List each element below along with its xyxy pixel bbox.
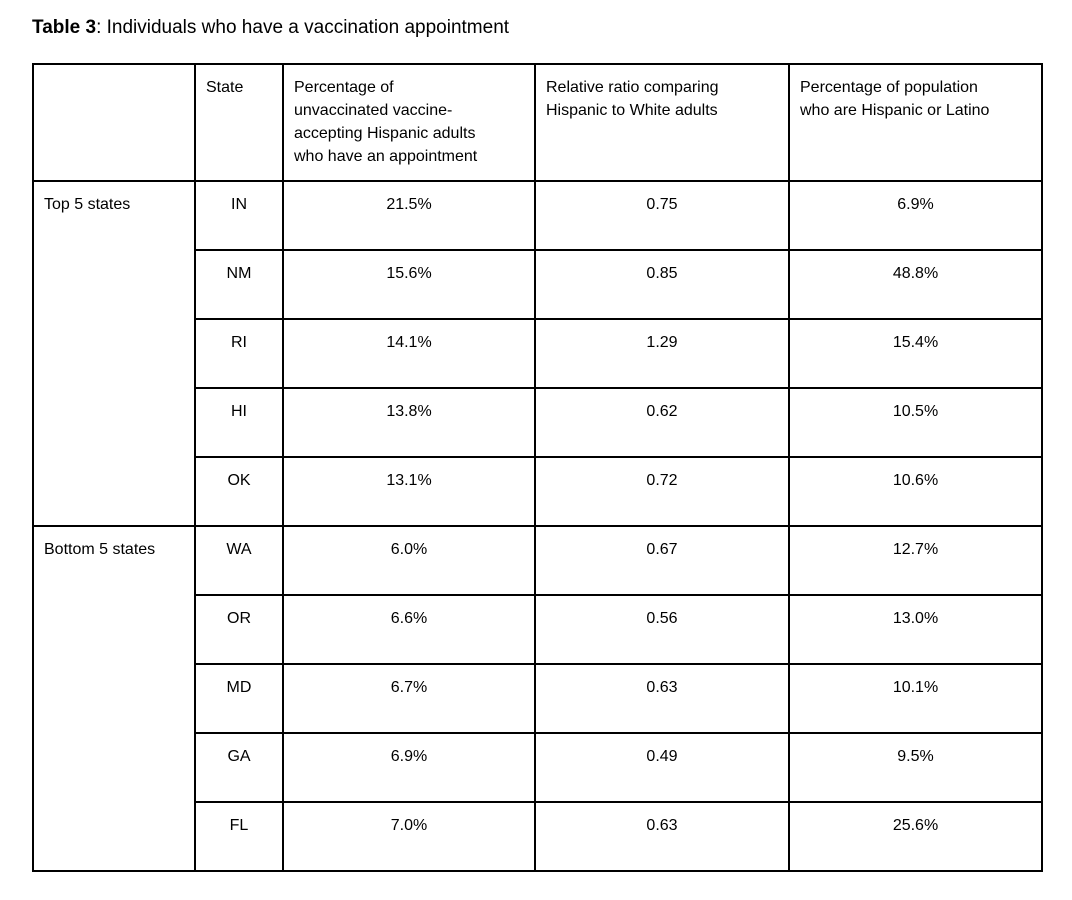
row-group-label: Top 5 states bbox=[32, 180, 196, 527]
pct-population-cell: 25.6% bbox=[788, 801, 1043, 872]
relative-ratio-cell: 0.56 bbox=[534, 594, 790, 665]
pct-population-cell: 48.8% bbox=[788, 249, 1043, 320]
pct-appointment-cell: 6.7% bbox=[282, 663, 536, 734]
pct-appointment-cell: 6.0% bbox=[282, 525, 536, 596]
pct-population-cell: 10.5% bbox=[788, 387, 1043, 458]
pct-appointment-cell: 13.1% bbox=[282, 456, 536, 527]
pct-population-column-header: Percentage of population who are Hispani… bbox=[788, 63, 1043, 182]
relative-ratio-cell: 0.85 bbox=[534, 249, 790, 320]
state-column-header: State bbox=[194, 63, 284, 182]
relative-ratio-cell: 0.62 bbox=[534, 387, 790, 458]
row-group-label: Bottom 5 states bbox=[32, 525, 196, 872]
state-cell: HI bbox=[194, 387, 284, 458]
pct-appointment-cell: 6.6% bbox=[282, 594, 536, 665]
state-cell: RI bbox=[194, 318, 284, 389]
pct-appointment-cell: 13.8% bbox=[282, 387, 536, 458]
table-row: RI 14.1% 1.29 15.4% bbox=[33, 318, 1043, 389]
table-body: Top 5 states IN 21.5% 0.75 6.9% NM 15.6% 0.85 48… bbox=[32, 180, 1043, 872]
pct-population-cell: 15.4% bbox=[788, 318, 1043, 389]
state-cell: GA bbox=[194, 732, 284, 803]
state-cell: MD bbox=[194, 663, 284, 734]
pct-appointment-cell: 21.5% bbox=[282, 180, 536, 251]
pct-appointment-cell: 6.9% bbox=[282, 732, 536, 803]
relative-ratio-cell: 1.29 bbox=[534, 318, 790, 389]
relative-ratio-column-header-label: Relative ratio comparing Hispanic to Whi… bbox=[546, 79, 719, 119]
state-cell: IN bbox=[194, 180, 284, 251]
state-cell: FL bbox=[194, 801, 284, 872]
table-header: State Percentage of unvaccinated vaccine-… bbox=[32, 63, 1043, 182]
relative-ratio-cell: 0.63 bbox=[534, 663, 790, 734]
pct-population-column-header-label: Percentage of population who are Hispani… bbox=[800, 79, 990, 119]
pct-population-cell: 6.9% bbox=[788, 180, 1043, 251]
corner-header-cell bbox=[32, 63, 196, 182]
pct-appointment-column-header: Percentage of unvaccinated vaccine-accep… bbox=[282, 63, 536, 182]
relative-ratio-cell: 0.63 bbox=[534, 801, 790, 872]
header-row: State Percentage of unvaccinated vaccine-… bbox=[32, 63, 1043, 182]
relative-ratio-column-header: Relative ratio comparing Hispanic to Whi… bbox=[534, 63, 790, 182]
table-title-text: : Individuals who have a vaccination app… bbox=[96, 17, 510, 38]
table-row: OK 13.1% 0.72 10.6% bbox=[33, 456, 1043, 527]
pct-population-cell: 10.1% bbox=[788, 663, 1043, 734]
state-column-header-label: State bbox=[206, 79, 244, 96]
pct-appointment-cell: 14.1% bbox=[282, 318, 536, 389]
table-row: Bottom 5 states WA 6.0% 0.67 12.7% bbox=[32, 525, 1043, 872]
table-title-label: Table 3 bbox=[32, 17, 97, 38]
table-title: Table 3: Individuals who have a vaccinat… bbox=[32, 15, 1072, 41]
pct-population-cell: 12.7% bbox=[788, 525, 1043, 596]
state-cell: WA bbox=[194, 525, 284, 596]
table-row: OR 6.6% 0.56 13.0% bbox=[33, 594, 1043, 665]
table-row: FL 7.0% 0.63 25.6% bbox=[33, 801, 1043, 872]
relative-ratio-cell: 0.75 bbox=[534, 180, 790, 251]
table-row: HI 13.8% 0.62 10.5% bbox=[33, 387, 1043, 458]
state-cell: NM bbox=[194, 249, 284, 320]
table-row: GA 6.9% 0.49 9.5% bbox=[33, 732, 1043, 803]
table-row: MD 6.7% 0.63 10.1% bbox=[33, 663, 1043, 734]
pct-appointment-cell: 7.0% bbox=[282, 801, 536, 872]
pct-appointment-column-header-label: Percentage of unvaccinated vaccine-accep… bbox=[294, 79, 478, 165]
pct-population-cell: 13.0% bbox=[788, 594, 1043, 665]
table-row: NM 15.6% 0.85 48.8% bbox=[33, 249, 1043, 320]
relative-ratio-cell: 0.72 bbox=[534, 456, 790, 527]
pct-appointment-cell: 15.6% bbox=[282, 249, 536, 320]
relative-ratio-cell: 0.49 bbox=[534, 732, 790, 803]
state-cell: OK bbox=[194, 456, 284, 527]
vaccination-appointment-table: State Percentage of unvaccinated vaccine-… bbox=[32, 63, 1043, 872]
pct-population-cell: 10.6% bbox=[788, 456, 1043, 527]
pct-population-cell: 9.5% bbox=[788, 732, 1043, 803]
state-cell: OR bbox=[194, 594, 284, 665]
relative-ratio-cell: 0.67 bbox=[534, 525, 790, 596]
table-row: Top 5 states IN 21.5% 0.75 6.9% bbox=[32, 180, 1043, 527]
